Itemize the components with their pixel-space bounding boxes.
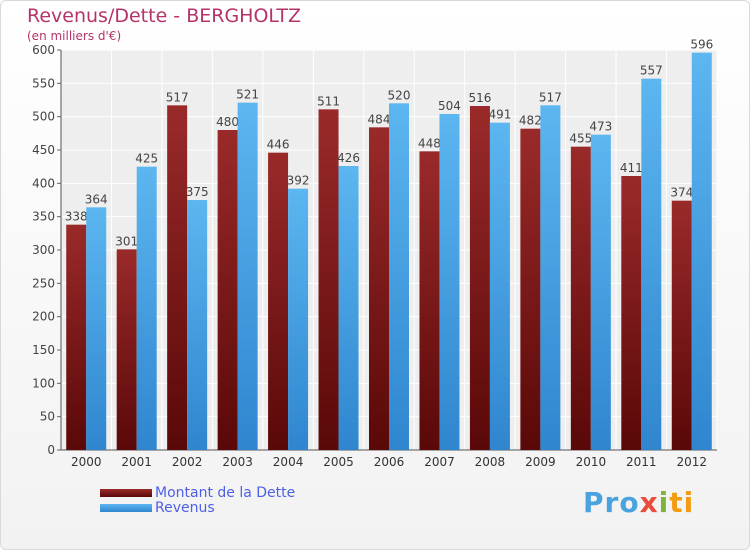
y-tick-label: 50 xyxy=(40,410,55,424)
value-label-dette-2008: 516 xyxy=(468,91,491,105)
value-label-revenus-2011: 557 xyxy=(640,64,663,78)
legend-swatch-dette xyxy=(100,489,152,497)
value-label-revenus-2009: 517 xyxy=(539,90,562,104)
value-label-revenus-2005: 426 xyxy=(337,151,360,165)
bar-dette-2005 xyxy=(318,109,339,450)
bar-revenus-2009 xyxy=(540,105,561,450)
value-label-revenus-2006: 520 xyxy=(388,88,411,102)
bar-dette-2006 xyxy=(369,127,389,450)
value-label-dette-2009: 482 xyxy=(519,114,542,128)
y-tick-label: 100 xyxy=(32,376,55,390)
x-tick-label: 2007 xyxy=(424,455,455,469)
bar-dette-2001 xyxy=(116,249,137,450)
value-label-revenus-2003: 521 xyxy=(236,88,259,102)
y-tick-label: 450 xyxy=(32,143,55,157)
x-tick-label: 2003 xyxy=(222,455,253,469)
bar-dette-2003 xyxy=(217,130,238,450)
legend-swatch-revenus xyxy=(100,504,152,512)
bar-dette-2000 xyxy=(66,224,87,450)
bar-dette-2007 xyxy=(419,151,440,451)
x-tick-label: 2012 xyxy=(676,455,707,469)
value-label-revenus-2007: 504 xyxy=(438,99,461,113)
bar-revenus-2010 xyxy=(590,134,611,450)
value-label-dette-2006: 484 xyxy=(368,112,391,126)
value-label-dette-2012: 374 xyxy=(670,186,693,200)
bar-dette-2008 xyxy=(469,106,490,450)
chart-subtitle: (en milliers d'€) xyxy=(27,29,122,43)
bar-revenus-2004 xyxy=(288,188,309,450)
value-label-dette-2011: 411 xyxy=(620,161,643,175)
value-label-revenus-2000: 364 xyxy=(85,192,108,206)
x-tick-label: 2010 xyxy=(576,455,607,469)
bar-revenus-2001 xyxy=(136,166,157,450)
bar-revenus-2007 xyxy=(439,114,460,450)
value-label-revenus-2010: 473 xyxy=(589,120,612,134)
x-tick-label: 2004 xyxy=(273,455,304,469)
y-tick-label: 300 xyxy=(32,243,55,257)
legend-label-dette: Montant de la Dette xyxy=(155,485,296,501)
x-tick-label: 2002 xyxy=(172,455,203,469)
bar-dette-2009 xyxy=(520,128,541,450)
value-label-dette-2000: 338 xyxy=(65,210,88,224)
bar-revenus-2008 xyxy=(489,122,510,451)
bar-revenus-2002 xyxy=(187,200,208,450)
y-tick-label: 500 xyxy=(32,110,55,124)
proxiti-logo: Proxiti xyxy=(583,486,695,519)
bar-revenus-2012 xyxy=(691,52,712,451)
bar-dette-2004 xyxy=(268,152,289,450)
value-label-revenus-2008: 491 xyxy=(488,108,511,122)
value-label-dette-2003: 480 xyxy=(216,115,239,129)
chart-title: Revenus/Dette - BERGHOLTZ xyxy=(27,5,301,27)
value-label-dette-2007: 448 xyxy=(418,136,441,150)
x-tick-label: 2005 xyxy=(323,455,354,469)
x-tick-label: 2006 xyxy=(374,455,405,469)
value-label-dette-2005: 511 xyxy=(317,94,340,108)
bar-revenus-2003 xyxy=(237,102,258,451)
bar-dette-2011 xyxy=(621,176,642,450)
x-tick-label: 2009 xyxy=(525,455,556,469)
value-label-dette-2002: 517 xyxy=(166,90,189,104)
bar-dette-2002 xyxy=(167,105,188,450)
x-tick-label: 2001 xyxy=(121,455,152,469)
x-tick-label: 2000 xyxy=(71,455,102,469)
x-tick-label: 2008 xyxy=(475,455,506,469)
value-label-revenus-2001: 425 xyxy=(135,152,158,166)
value-label-revenus-2012: 596 xyxy=(690,38,713,52)
bar-revenus-2000 xyxy=(86,207,107,450)
value-label-dette-2004: 446 xyxy=(267,138,290,152)
y-tick-label: 600 xyxy=(32,43,55,57)
x-tick-label: 2011 xyxy=(626,455,657,469)
value-label-dette-2001: 301 xyxy=(115,234,138,248)
bar-dette-2012 xyxy=(671,200,692,450)
bar-revenus-2006 xyxy=(389,103,409,450)
y-tick-label: 550 xyxy=(32,76,55,90)
y-tick-label: 400 xyxy=(32,176,55,190)
y-tick-label: 250 xyxy=(32,276,55,290)
bar-dette-2010 xyxy=(570,146,591,450)
value-label-revenus-2002: 375 xyxy=(186,185,209,199)
bar-revenus-2011 xyxy=(641,78,662,451)
value-label-dette-2010: 455 xyxy=(569,132,592,146)
legend-label-revenus: Revenus xyxy=(155,500,215,516)
y-tick-label: 150 xyxy=(32,343,55,357)
value-label-revenus-2004: 392 xyxy=(287,174,310,188)
y-tick-label: 350 xyxy=(32,210,55,224)
y-tick-label: 200 xyxy=(32,310,55,324)
y-tick-label: 0 xyxy=(47,443,55,457)
bar-revenus-2005 xyxy=(338,166,359,450)
